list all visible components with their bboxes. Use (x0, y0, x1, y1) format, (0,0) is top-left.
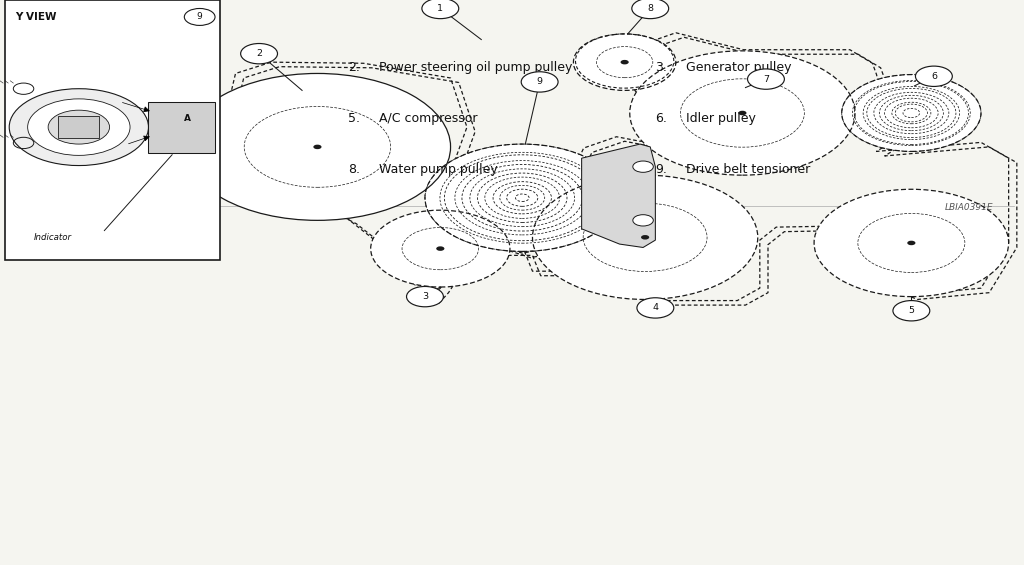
Text: 5: 5 (908, 306, 914, 315)
Text: 4.: 4. (10, 112, 23, 125)
Circle shape (28, 99, 130, 155)
Text: Indicator: Indicator (34, 233, 72, 242)
Text: Water pump pulley: Water pump pulley (379, 163, 498, 176)
Circle shape (893, 301, 930, 321)
Circle shape (48, 110, 110, 144)
Circle shape (573, 34, 676, 90)
Circle shape (630, 51, 855, 175)
Circle shape (842, 75, 981, 151)
Circle shape (184, 73, 451, 220)
Text: 8: 8 (647, 4, 653, 13)
Circle shape (313, 145, 322, 149)
Circle shape (632, 0, 669, 19)
Text: 9: 9 (197, 12, 203, 21)
Text: 1: 1 (437, 4, 443, 13)
Circle shape (184, 8, 215, 25)
Text: Y VIEW: Y VIEW (15, 12, 57, 23)
Circle shape (422, 0, 459, 19)
Circle shape (425, 144, 620, 251)
Text: 5.: 5. (348, 112, 360, 125)
Text: 6.: 6. (655, 112, 668, 125)
Text: Drive belt: Drive belt (41, 61, 102, 75)
Circle shape (633, 161, 653, 172)
Circle shape (915, 66, 952, 86)
Circle shape (521, 72, 558, 92)
Text: 7.: 7. (10, 163, 23, 176)
Text: 2: 2 (256, 49, 262, 58)
Text: Crankshaft pulley: Crankshaft pulley (41, 112, 151, 125)
Text: 4: 4 (652, 303, 658, 312)
Text: 2.: 2. (348, 61, 360, 75)
Text: A/C compressor: A/C compressor (379, 112, 477, 125)
Circle shape (407, 286, 443, 307)
Polygon shape (582, 144, 655, 247)
Text: 1.: 1. (10, 61, 23, 75)
Circle shape (633, 215, 653, 226)
Circle shape (842, 75, 981, 151)
Text: 3.: 3. (655, 61, 668, 75)
Circle shape (241, 44, 278, 64)
Circle shape (748, 69, 784, 89)
Circle shape (641, 235, 649, 240)
Text: Power steering oil pump pulley: Power steering oil pump pulley (379, 61, 572, 75)
Text: 9.: 9. (655, 163, 668, 176)
FancyBboxPatch shape (58, 116, 99, 138)
Text: Idler pulley: Idler pulley (686, 112, 756, 125)
Circle shape (637, 298, 674, 318)
Text: 3: 3 (422, 292, 428, 301)
FancyBboxPatch shape (5, 0, 220, 260)
Circle shape (436, 246, 444, 251)
Circle shape (532, 175, 758, 299)
Text: 6: 6 (931, 72, 937, 81)
Text: LBIA0391E: LBIA0391E (945, 203, 993, 212)
Text: Drive belt tensioner: Drive belt tensioner (686, 163, 810, 176)
Circle shape (738, 111, 746, 115)
Circle shape (425, 144, 620, 251)
Text: Generator pulley: Generator pulley (686, 61, 792, 75)
Text: Cooling fan pulley: Cooling fan pulley (41, 163, 154, 176)
Text: 7: 7 (763, 75, 769, 84)
Circle shape (814, 189, 1009, 297)
FancyBboxPatch shape (148, 102, 215, 153)
Text: 8.: 8. (348, 163, 360, 176)
Circle shape (9, 89, 148, 166)
Text: 9: 9 (537, 77, 543, 86)
Circle shape (371, 210, 510, 287)
Circle shape (621, 60, 629, 64)
Circle shape (907, 241, 915, 245)
Circle shape (575, 34, 674, 88)
Text: A: A (184, 114, 190, 123)
